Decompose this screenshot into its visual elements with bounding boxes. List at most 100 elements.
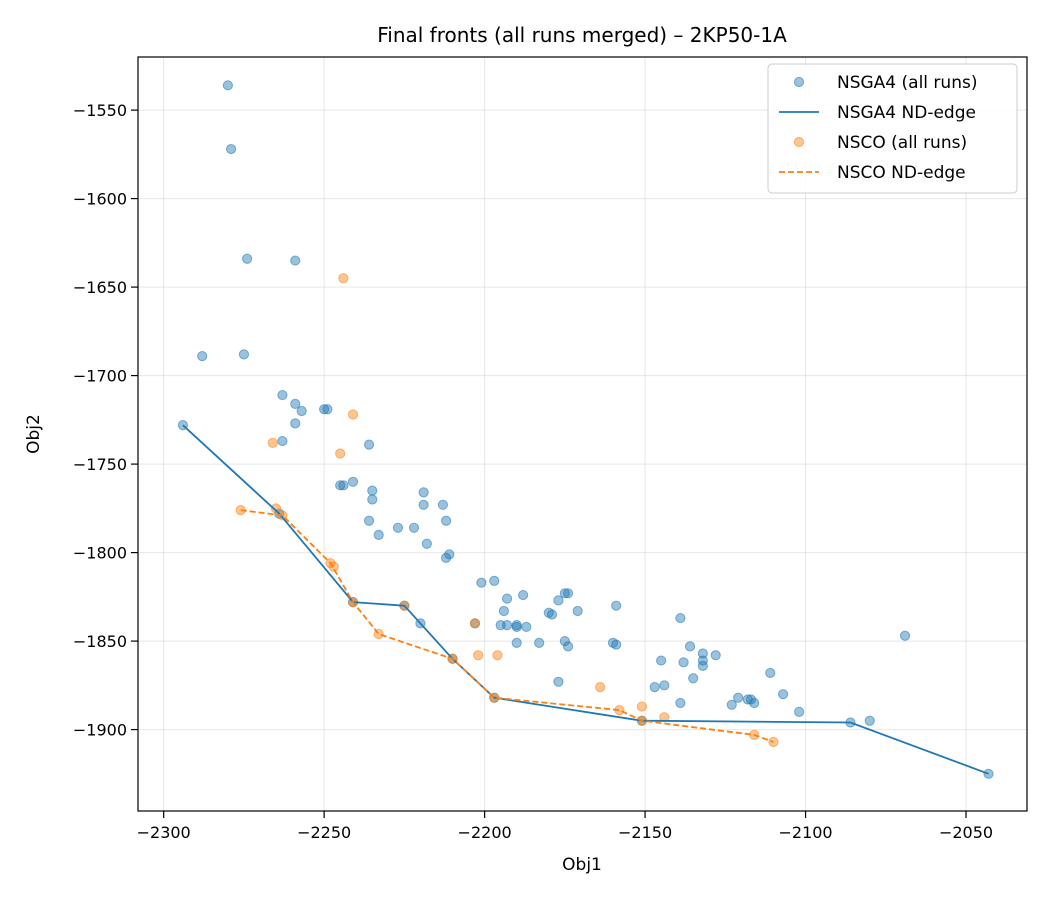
chart-title: Final fronts (all runs merged) – 2KP50-1… — [377, 23, 787, 47]
nsga4-all-runs-point — [373, 529, 384, 540]
nsco-all-runs-point — [492, 650, 503, 661]
nsga4-all-runs-point — [277, 389, 288, 401]
nsco-all-runs-point — [267, 437, 278, 448]
nsga4-all-runs-point — [476, 577, 487, 588]
nsga4-all-runs-point — [534, 637, 545, 648]
nsco-all-runs-point — [347, 409, 359, 420]
legend-label-nsco-nd-edge: NSCO ND-edge — [837, 163, 966, 183]
nsco-all-runs-point — [636, 701, 647, 712]
nsga4-all-runs-point — [572, 605, 583, 617]
nsga4-all-runs-point — [697, 648, 708, 659]
x-tick-label: −2100 — [778, 823, 832, 842]
nsga4-all-runs-point — [418, 487, 429, 498]
nsga4-all-runs-point — [441, 552, 452, 563]
nsco-all-runs-point — [270, 503, 282, 514]
x-tick-label: −2150 — [618, 823, 672, 842]
legend: NSGA4 (all runs) NSGA4 ND-edge NSCO (all r… — [767, 63, 1018, 194]
plot-frame — [137, 56, 1028, 812]
y-tick-label: −1750 — [73, 455, 127, 474]
nsga4-all-runs-point — [319, 404, 330, 415]
nsga4-all-runs-point — [794, 706, 805, 717]
nsga4-all-runs-point — [710, 650, 721, 661]
nsga4-all-runs-point — [441, 515, 452, 526]
nsga4-all-runs-point — [338, 480, 349, 491]
nsga4-all-runs-point — [697, 660, 708, 671]
nsga4-all-runs-point — [222, 80, 233, 91]
legend-label-nsco-all-runs: NSCO (all runs) — [837, 133, 967, 153]
nsga4-all-runs-point — [363, 515, 375, 526]
nsga4-all-runs-point — [611, 639, 622, 650]
nsga4-all-runs-point — [418, 499, 429, 510]
y-tick-label: −1600 — [73, 190, 127, 209]
nsga4-all-runs-point — [611, 600, 622, 611]
nsga4-all-runs-point — [649, 682, 660, 693]
y-tick-label: −1700 — [73, 367, 127, 386]
nsga4-all-runs-point — [290, 418, 301, 429]
nsga4-all-runs-point — [290, 255, 301, 266]
nsco-all-runs-point — [338, 273, 349, 284]
nsga4-all-runs-point — [733, 692, 744, 703]
nsga4-all-runs-point — [765, 667, 776, 679]
plot-area — [177, 80, 994, 779]
nsga4-all-runs-point — [777, 689, 789, 700]
y-tick-label: −1850 — [73, 632, 127, 651]
y-tick-label: −1650 — [73, 278, 127, 297]
x-axis-label: Obj1 — [562, 855, 602, 875]
nsga4-all-runs-point — [675, 697, 686, 709]
nsga4-all-runs-point — [511, 637, 522, 648]
nsga4-all-runs-point — [408, 522, 420, 533]
nsga4-all-runs-point — [197, 351, 208, 362]
nsga4-all-runs-point — [553, 595, 564, 606]
nsga4-all-runs-point — [562, 588, 574, 599]
nsga4-all-runs-point — [290, 398, 301, 410]
nsga4-all-runs-point — [546, 609, 558, 620]
nsga4-all-runs-point — [501, 620, 513, 631]
nsga4-all-runs-point — [521, 621, 532, 633]
nsga4-all-runs-point — [322, 404, 333, 415]
nsga4-all-runs-point — [238, 349, 250, 360]
nsga4-all-runs-point — [688, 673, 699, 684]
legend-box — [767, 63, 1018, 194]
legend-label-nsga4-all-runs: NSGA4 (all runs) — [837, 73, 977, 93]
nsga4-all-runs-point — [864, 715, 875, 726]
nsga4-all-runs-point — [367, 494, 378, 505]
nsga4-all-runs-point — [489, 575, 500, 587]
legend-marker-nsga4-all-runs — [793, 76, 805, 88]
nsga4-all-runs-point — [899, 630, 911, 641]
nsga4-all-runs-point — [347, 476, 359, 487]
nsga4-all-runs-point — [684, 641, 696, 652]
x-tick-label: −2250 — [297, 823, 351, 842]
nsga4-all-runs-point — [678, 657, 689, 668]
nsco-all-runs-point — [595, 682, 606, 693]
legend-marker-nsco-all-runs — [793, 136, 805, 148]
nsga4-all-runs-point — [749, 697, 760, 709]
nsga4-all-runs-point — [726, 699, 737, 710]
nsga4-all-runs-point — [659, 680, 670, 691]
nsga4-all-runs-point — [242, 253, 253, 264]
axes: −2300 −2250 −2200 −2150 −2100 −2050 −1550 −1600… — [73, 101, 993, 842]
nsga4-all-runs-point — [518, 589, 529, 601]
y-axis-label: Obj2 — [24, 414, 44, 454]
y-tick-label: −1550 — [73, 101, 127, 120]
nsga4-all-runs-point — [553, 676, 564, 687]
nsga4-all-runs-point — [656, 655, 667, 666]
x-tick-label: −2200 — [458, 823, 512, 842]
nsga4-all-runs-point — [501, 593, 513, 604]
nsco-all-runs-point — [473, 650, 484, 661]
nsga4-all-runs-point — [392, 522, 404, 533]
nsga4-all-runs-point — [367, 485, 378, 496]
grid — [138, 57, 1027, 811]
nsco-all-runs-point — [335, 448, 346, 459]
nsga4-all-runs-point — [559, 635, 570, 647]
nsco-all-runs-point — [469, 618, 481, 629]
nsga4-all-runs-point — [697, 655, 708, 666]
nsga4-all-runs-point — [437, 499, 448, 510]
nsga4-all-runs-point — [296, 405, 307, 417]
nsco-nd-edge-line — [240, 509, 774, 743]
nsga4-all-runs-point — [225, 143, 237, 155]
nsga4-all-runs-point — [421, 538, 432, 549]
nsga4-all-runs-point — [511, 620, 522, 631]
nsga4-all-runs-point — [363, 439, 375, 450]
legend-label-nsga4-nd-edge: NSGA4 ND-edge — [837, 103, 976, 123]
